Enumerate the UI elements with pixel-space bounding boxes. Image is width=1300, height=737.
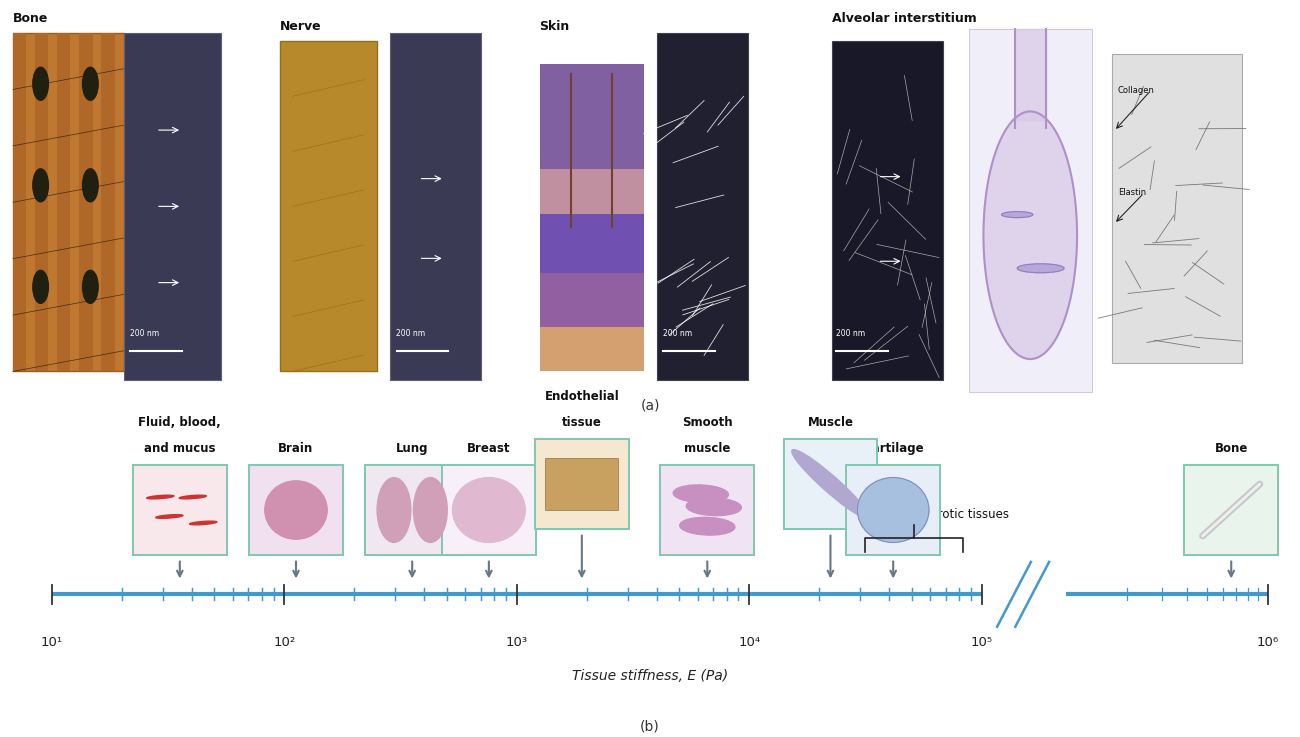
Bar xyxy=(846,464,940,556)
Text: 10¹: 10¹ xyxy=(40,637,64,649)
Ellipse shape xyxy=(1001,212,1032,217)
Bar xyxy=(133,464,226,556)
Text: (a): (a) xyxy=(640,399,659,413)
Text: Breast: Breast xyxy=(467,442,511,455)
Bar xyxy=(546,458,619,510)
Polygon shape xyxy=(984,111,1076,359)
Bar xyxy=(250,464,343,556)
Text: tissue: tissue xyxy=(562,416,602,429)
Ellipse shape xyxy=(686,498,741,516)
Text: 200 nm: 200 nm xyxy=(836,329,864,338)
Ellipse shape xyxy=(83,169,99,202)
Bar xyxy=(390,33,481,380)
Ellipse shape xyxy=(147,495,174,499)
Text: 10³: 10³ xyxy=(506,637,528,649)
Bar xyxy=(994,562,1052,626)
Bar xyxy=(57,33,70,371)
Text: Muscle: Muscle xyxy=(807,416,854,429)
Text: 10⁵: 10⁵ xyxy=(970,637,993,649)
Bar xyxy=(13,33,124,371)
Bar xyxy=(442,464,536,556)
Ellipse shape xyxy=(32,270,48,304)
Bar xyxy=(540,164,644,214)
Bar xyxy=(280,41,377,371)
Bar xyxy=(832,41,942,380)
Bar xyxy=(101,33,114,371)
Bar xyxy=(536,439,629,529)
Ellipse shape xyxy=(32,169,48,202)
Ellipse shape xyxy=(680,517,734,535)
Text: and mucus: and mucus xyxy=(144,442,216,455)
Ellipse shape xyxy=(413,478,447,542)
Text: 200 nm: 200 nm xyxy=(396,329,425,338)
Text: Collagen: Collagen xyxy=(1118,86,1154,95)
Text: Fibrotic tissues: Fibrotic tissues xyxy=(920,509,1009,521)
Text: 10⁶: 10⁶ xyxy=(1256,637,1279,649)
Text: Nerve: Nerve xyxy=(280,20,321,33)
Bar xyxy=(540,322,644,371)
Ellipse shape xyxy=(452,478,525,542)
Bar xyxy=(540,268,644,327)
Bar xyxy=(1184,464,1278,556)
Ellipse shape xyxy=(83,270,99,304)
Ellipse shape xyxy=(83,67,99,100)
Text: 200 nm: 200 nm xyxy=(130,329,159,338)
Text: Skin: Skin xyxy=(540,20,569,33)
Text: Elastin: Elastin xyxy=(1118,189,1147,198)
Bar xyxy=(540,207,644,273)
Ellipse shape xyxy=(792,450,870,519)
Text: Endothelial: Endothelial xyxy=(545,390,619,403)
Text: Lung: Lung xyxy=(396,442,429,455)
Text: 10²: 10² xyxy=(273,637,295,649)
Ellipse shape xyxy=(190,521,217,525)
Text: Fluid, blood,: Fluid, blood, xyxy=(138,416,221,429)
Ellipse shape xyxy=(377,478,411,542)
Bar xyxy=(124,33,221,380)
Text: Tissue stiffness, E (Pa): Tissue stiffness, E (Pa) xyxy=(572,669,728,683)
Ellipse shape xyxy=(673,485,728,503)
Text: Smooth: Smooth xyxy=(682,416,733,429)
Bar xyxy=(660,464,754,556)
Text: (b): (b) xyxy=(640,720,660,734)
Text: Bone: Bone xyxy=(1214,442,1248,455)
Ellipse shape xyxy=(179,495,207,499)
Bar xyxy=(968,29,1092,392)
Bar xyxy=(35,33,48,371)
Ellipse shape xyxy=(265,481,328,539)
Bar xyxy=(656,33,748,380)
Ellipse shape xyxy=(858,478,929,542)
Text: Bone: Bone xyxy=(13,12,48,25)
Text: Alveolar interstitium: Alveolar interstitium xyxy=(832,12,976,25)
Ellipse shape xyxy=(32,67,48,100)
Text: Cartilage: Cartilage xyxy=(863,442,923,455)
Bar xyxy=(79,33,92,371)
Text: muscle: muscle xyxy=(684,442,731,455)
Bar xyxy=(540,63,644,170)
Text: 10⁴: 10⁴ xyxy=(738,637,760,649)
Ellipse shape xyxy=(156,514,183,518)
Bar xyxy=(365,464,459,556)
Text: 200 nm: 200 nm xyxy=(663,329,692,338)
Text: Brain: Brain xyxy=(278,442,313,455)
Ellipse shape xyxy=(1018,264,1065,273)
Bar xyxy=(13,33,26,371)
Bar xyxy=(1112,54,1242,363)
Bar xyxy=(784,439,878,529)
